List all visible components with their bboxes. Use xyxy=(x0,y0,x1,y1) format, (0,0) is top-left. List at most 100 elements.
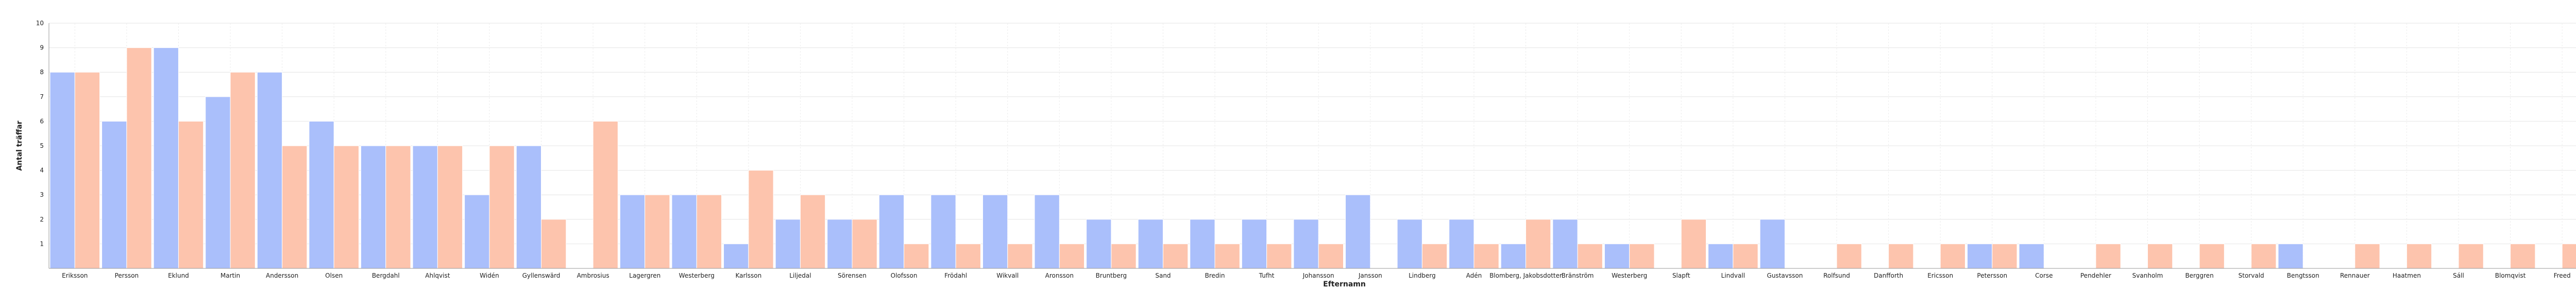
x-tick-label: Olofsson xyxy=(891,272,918,279)
y-tick-label: 3 xyxy=(40,191,44,198)
bar-series-2 xyxy=(1888,243,1914,269)
bar-series-2 xyxy=(1473,243,1499,269)
bar-series-2 xyxy=(1318,243,1344,269)
x-tick-label: Persson xyxy=(115,272,139,279)
bar-series-1 xyxy=(1293,219,1319,269)
bar-series-2 xyxy=(1421,243,1448,269)
bar-series-2 xyxy=(2095,243,2121,269)
bar-series-1 xyxy=(1241,219,1267,269)
x-axis-title: Efternamn xyxy=(1323,280,1366,288)
x-tick-label: Storvald xyxy=(2239,272,2264,279)
bar-series-2 xyxy=(1836,243,1862,269)
x-tick-label: Sand xyxy=(1155,272,1171,279)
bar-series-1 xyxy=(49,72,75,269)
x-tick-label: Ahlqvist xyxy=(425,272,450,279)
x-tick-label: Lindvall xyxy=(1721,272,1745,279)
x-tick-labels: Eriksson Persson Eklund Martin Andersson Olse… xyxy=(62,272,2571,279)
bar-series-2 xyxy=(696,194,722,269)
x-tick-label: Rolfsund xyxy=(1823,272,1850,279)
y-tick-label: 2 xyxy=(40,216,44,223)
bar-series-2 xyxy=(541,219,567,269)
x-tick-label: Gustavsson xyxy=(1767,272,1803,279)
bar-series-1 xyxy=(1552,219,1578,269)
bar-series-2 xyxy=(2147,243,2173,269)
x-tick-label: Sörensen xyxy=(838,272,867,279)
x-tick-label: Karlsson xyxy=(735,272,761,279)
bar-series-1 xyxy=(1604,243,1630,269)
x-tick-label: Freed xyxy=(2554,272,2571,279)
y-tick-label: 8 xyxy=(40,69,44,76)
bar-series-2 xyxy=(1526,219,1551,269)
x-tick-label: Liljedal xyxy=(789,272,811,279)
bar-series-1 xyxy=(878,194,905,269)
y-tick-label: 6 xyxy=(40,117,44,125)
x-tick-label: Martin xyxy=(221,272,240,279)
bar-series-1 xyxy=(101,121,127,269)
x-tick-label: Aronsson xyxy=(1045,272,1074,279)
bar-series-2 xyxy=(1059,243,1085,269)
bar-series-2 xyxy=(333,145,359,269)
bar-series-1 xyxy=(1138,219,1163,269)
x-tick-label: Ericsson xyxy=(1927,272,1953,279)
bar-series-2 xyxy=(230,72,256,269)
bar-series-1 xyxy=(1086,219,1112,269)
bar-series-2 xyxy=(645,194,670,269)
bar-series-1 xyxy=(723,243,749,269)
bar-series-2 xyxy=(1577,243,1603,269)
x-tick-label: Widén xyxy=(480,272,499,279)
x-tick-label: Tufht xyxy=(1259,272,1275,279)
bar-series-2 xyxy=(282,145,308,269)
y-tick-label: 5 xyxy=(40,142,44,149)
bar-series-1 xyxy=(1759,219,1785,269)
x-tick-label: Bränström xyxy=(1562,272,1594,279)
bar-series-1 xyxy=(1500,243,1527,269)
bar-series-1 xyxy=(1397,219,1422,269)
x-tick-label: Haatmen xyxy=(2393,272,2421,279)
bar-series-2 xyxy=(748,170,774,269)
y-tick-label: 9 xyxy=(40,44,44,52)
bar-series-1 xyxy=(205,96,231,269)
bar-series-2 xyxy=(2510,243,2536,269)
bar-series-1 xyxy=(671,194,697,269)
x-tick-label: Corse xyxy=(2035,272,2053,279)
x-tick-label: Lindberg xyxy=(1409,272,1436,279)
x-tick-label: Ambrosius xyxy=(577,272,609,279)
y-tick-labels: 1 2 3 4 5 6 7 8 9 10 xyxy=(36,20,44,247)
bar-series-2 xyxy=(1162,243,1189,269)
x-tick-label: Eriksson xyxy=(62,272,88,279)
bar-series-2 xyxy=(1214,243,1240,269)
x-tick-label: Gyllenswärd xyxy=(522,272,561,279)
bar-series-2 xyxy=(1992,243,2018,269)
bar-series-2 xyxy=(74,72,100,269)
bar-series-2 xyxy=(1733,243,1758,269)
bar-series-2 xyxy=(2562,243,2576,269)
bars xyxy=(49,47,2576,269)
bar-series-1 xyxy=(930,194,956,269)
bar-series-2 xyxy=(1681,219,1707,269)
x-tick-label: Slapft xyxy=(1672,272,1690,279)
y-tick-label: 10 xyxy=(36,20,44,27)
bar-series-2 xyxy=(2251,243,2277,269)
bar-series-1 xyxy=(775,219,801,269)
bar-series-1 xyxy=(516,145,542,269)
bar-series-2 xyxy=(2354,243,2380,269)
bar-series-2 xyxy=(800,194,826,269)
x-tick-label: Jansson xyxy=(1358,272,1382,279)
bar-series-2 xyxy=(126,47,152,269)
bar-series-2 xyxy=(2199,243,2225,269)
x-tick-label: Berggren xyxy=(2185,272,2213,279)
x-tick-label: Wikvall xyxy=(996,272,1019,279)
bar-series-2 xyxy=(437,145,463,269)
bar-series-2 xyxy=(904,243,929,269)
x-tick-label: Westerberg xyxy=(1612,272,1647,279)
x-tick-label: Eklund xyxy=(168,272,189,279)
bar-series-2 xyxy=(178,121,204,269)
bar-series-1 xyxy=(1449,219,1475,269)
x-tick-label: Petersson xyxy=(1977,272,2007,279)
axes xyxy=(48,23,2576,269)
bar-series-1 xyxy=(1190,219,1215,269)
x-tick-label: Frödahl xyxy=(944,272,967,279)
x-tick-label: Pendehler xyxy=(2080,272,2111,279)
y-tick-label: 1 xyxy=(40,240,44,247)
bar-series-2 xyxy=(1940,243,1965,269)
